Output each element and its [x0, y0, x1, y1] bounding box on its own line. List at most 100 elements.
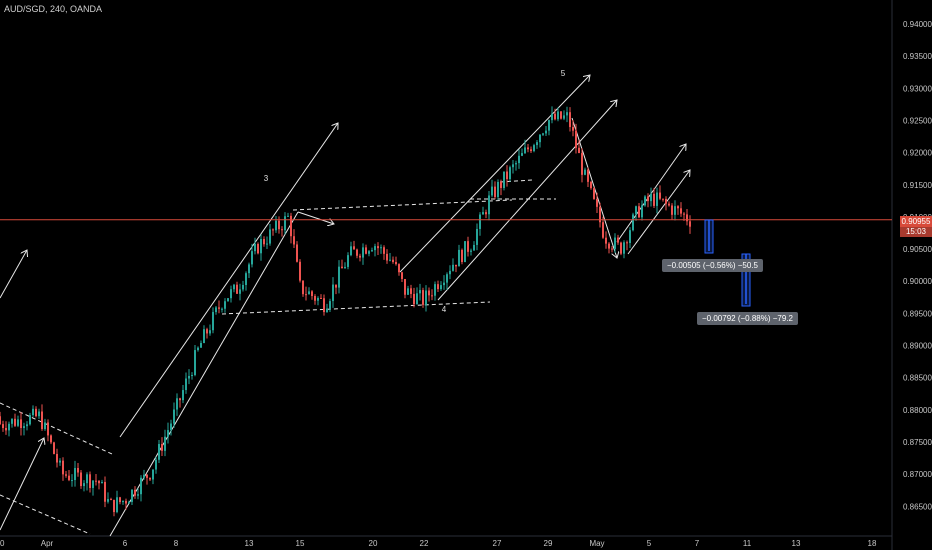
- candle-body: [275, 220, 277, 231]
- candle-body: [656, 192, 658, 206]
- candle-body: [431, 295, 433, 297]
- candle-body: [638, 206, 640, 218]
- triangle-lower[interactable]: [221, 301, 491, 315]
- candle-body: [80, 472, 82, 487]
- candle-body: [365, 247, 367, 254]
- current-price-tag: 0.90955: [900, 216, 932, 227]
- candle-body: [356, 249, 358, 256]
- candle-body: [452, 264, 454, 271]
- candle-body: [263, 239, 265, 245]
- time-tick-label: 0: [0, 539, 5, 548]
- candle-body: [158, 444, 160, 460]
- candle-body: [329, 301, 331, 309]
- candle-body: [593, 188, 595, 199]
- candle-body: [653, 193, 655, 206]
- candle-body: [89, 474, 91, 488]
- candle-body: [215, 307, 217, 313]
- time-tick-label: 5: [647, 539, 652, 548]
- candle-body: [335, 284, 337, 288]
- trend-arrow-line[interactable]: [0, 250, 27, 299]
- candle-body: [8, 423, 10, 431]
- symbol-title[interactable]: AUD/SGD, 240, OANDA: [4, 4, 103, 14]
- drawings-layer[interactable]: [0, 75, 690, 537]
- measure-label-2: −0.00792 (−0.88%) −79.2: [697, 312, 798, 325]
- trend-arrow-line[interactable]: [0, 438, 44, 531]
- triangle-upper[interactable]: [292, 199, 513, 211]
- candle-body: [11, 418, 13, 424]
- candle-body: [152, 469, 154, 480]
- candle-body: [209, 330, 211, 334]
- candle-body: [671, 205, 673, 215]
- wave-label: 4: [442, 305, 447, 314]
- candle-body: [254, 243, 256, 252]
- candle-body: [32, 408, 34, 416]
- candle-body: [38, 411, 40, 417]
- candle-body: [140, 477, 142, 495]
- candle-body: [539, 134, 541, 143]
- falling-channel-top[interactable]: [0, 402, 113, 455]
- candle-body: [542, 133, 544, 135]
- price-tick-label: 0.93500: [903, 52, 932, 61]
- rising-channel-upper[interactable]: [119, 123, 338, 438]
- candle-body: [62, 460, 64, 475]
- range-line[interactable]: [499, 179, 533, 183]
- candle-body: [233, 284, 235, 290]
- trend-arrow-line[interactable]: [297, 211, 334, 224]
- candle-body: [53, 442, 55, 454]
- candle-body: [476, 228, 478, 245]
- candle-body: [188, 375, 190, 379]
- candle-body: [572, 127, 574, 131]
- candle-body: [422, 290, 424, 305]
- candle-body: [626, 242, 628, 244]
- candle-body: [563, 115, 565, 119]
- candle-body: [281, 229, 283, 231]
- candle-body: [392, 259, 394, 262]
- candle-body: [221, 308, 223, 310]
- candle-body: [686, 214, 688, 222]
- candle-body: [101, 481, 103, 484]
- candle-body: [632, 214, 634, 231]
- rising-channel-lower[interactable]: [627, 170, 690, 255]
- rising-channel-upper[interactable]: [399, 75, 590, 273]
- candle-body: [662, 198, 664, 200]
- candle-body: [44, 422, 46, 430]
- candle-body: [107, 499, 109, 502]
- candle-body: [179, 398, 181, 401]
- candle-body: [560, 111, 562, 119]
- candle-body: [290, 215, 292, 237]
- candle-body: [83, 483, 85, 487]
- candle-body: [17, 419, 19, 426]
- candle-body: [374, 246, 376, 251]
- time-tick-label: 6: [123, 539, 128, 548]
- candle-body: [20, 419, 22, 428]
- candle-body: [110, 499, 112, 501]
- rising-channel-lower[interactable]: [437, 100, 617, 301]
- candle-body: [650, 193, 652, 202]
- candle-body: [65, 474, 67, 476]
- candle-body: [482, 212, 484, 215]
- candle-body: [14, 418, 16, 426]
- candle-body: [173, 409, 175, 424]
- price-axis[interactable]: 0.94000 0.93500 0.93000 0.92500 0.92000 0.915…: [903, 20, 932, 511]
- candle-body: [491, 186, 493, 196]
- candle-body: [677, 206, 679, 209]
- candle-body: [338, 266, 340, 288]
- candle-body: [212, 312, 214, 331]
- candle-body: [296, 244, 298, 262]
- candle-body: [134, 489, 136, 496]
- candle-body: [0, 416, 1, 425]
- candle-body: [236, 284, 238, 294]
- candle-body: [584, 169, 586, 175]
- time-axis[interactable]: 0 Apr 6 8 13 15 20 22 27 29 May 5 7 11 13 18: [0, 539, 877, 548]
- candle-body: [68, 475, 70, 481]
- candle-body: [665, 198, 667, 204]
- candle-body: [629, 230, 631, 243]
- candle-body: [599, 206, 601, 223]
- falling-channel-bottom[interactable]: [0, 494, 91, 535]
- time-tick-label: 15: [296, 539, 305, 548]
- candle-body: [314, 296, 316, 301]
- rising-channel-lower[interactable]: [109, 211, 299, 537]
- candle-body: [305, 294, 307, 296]
- candle-body: [524, 147, 526, 154]
